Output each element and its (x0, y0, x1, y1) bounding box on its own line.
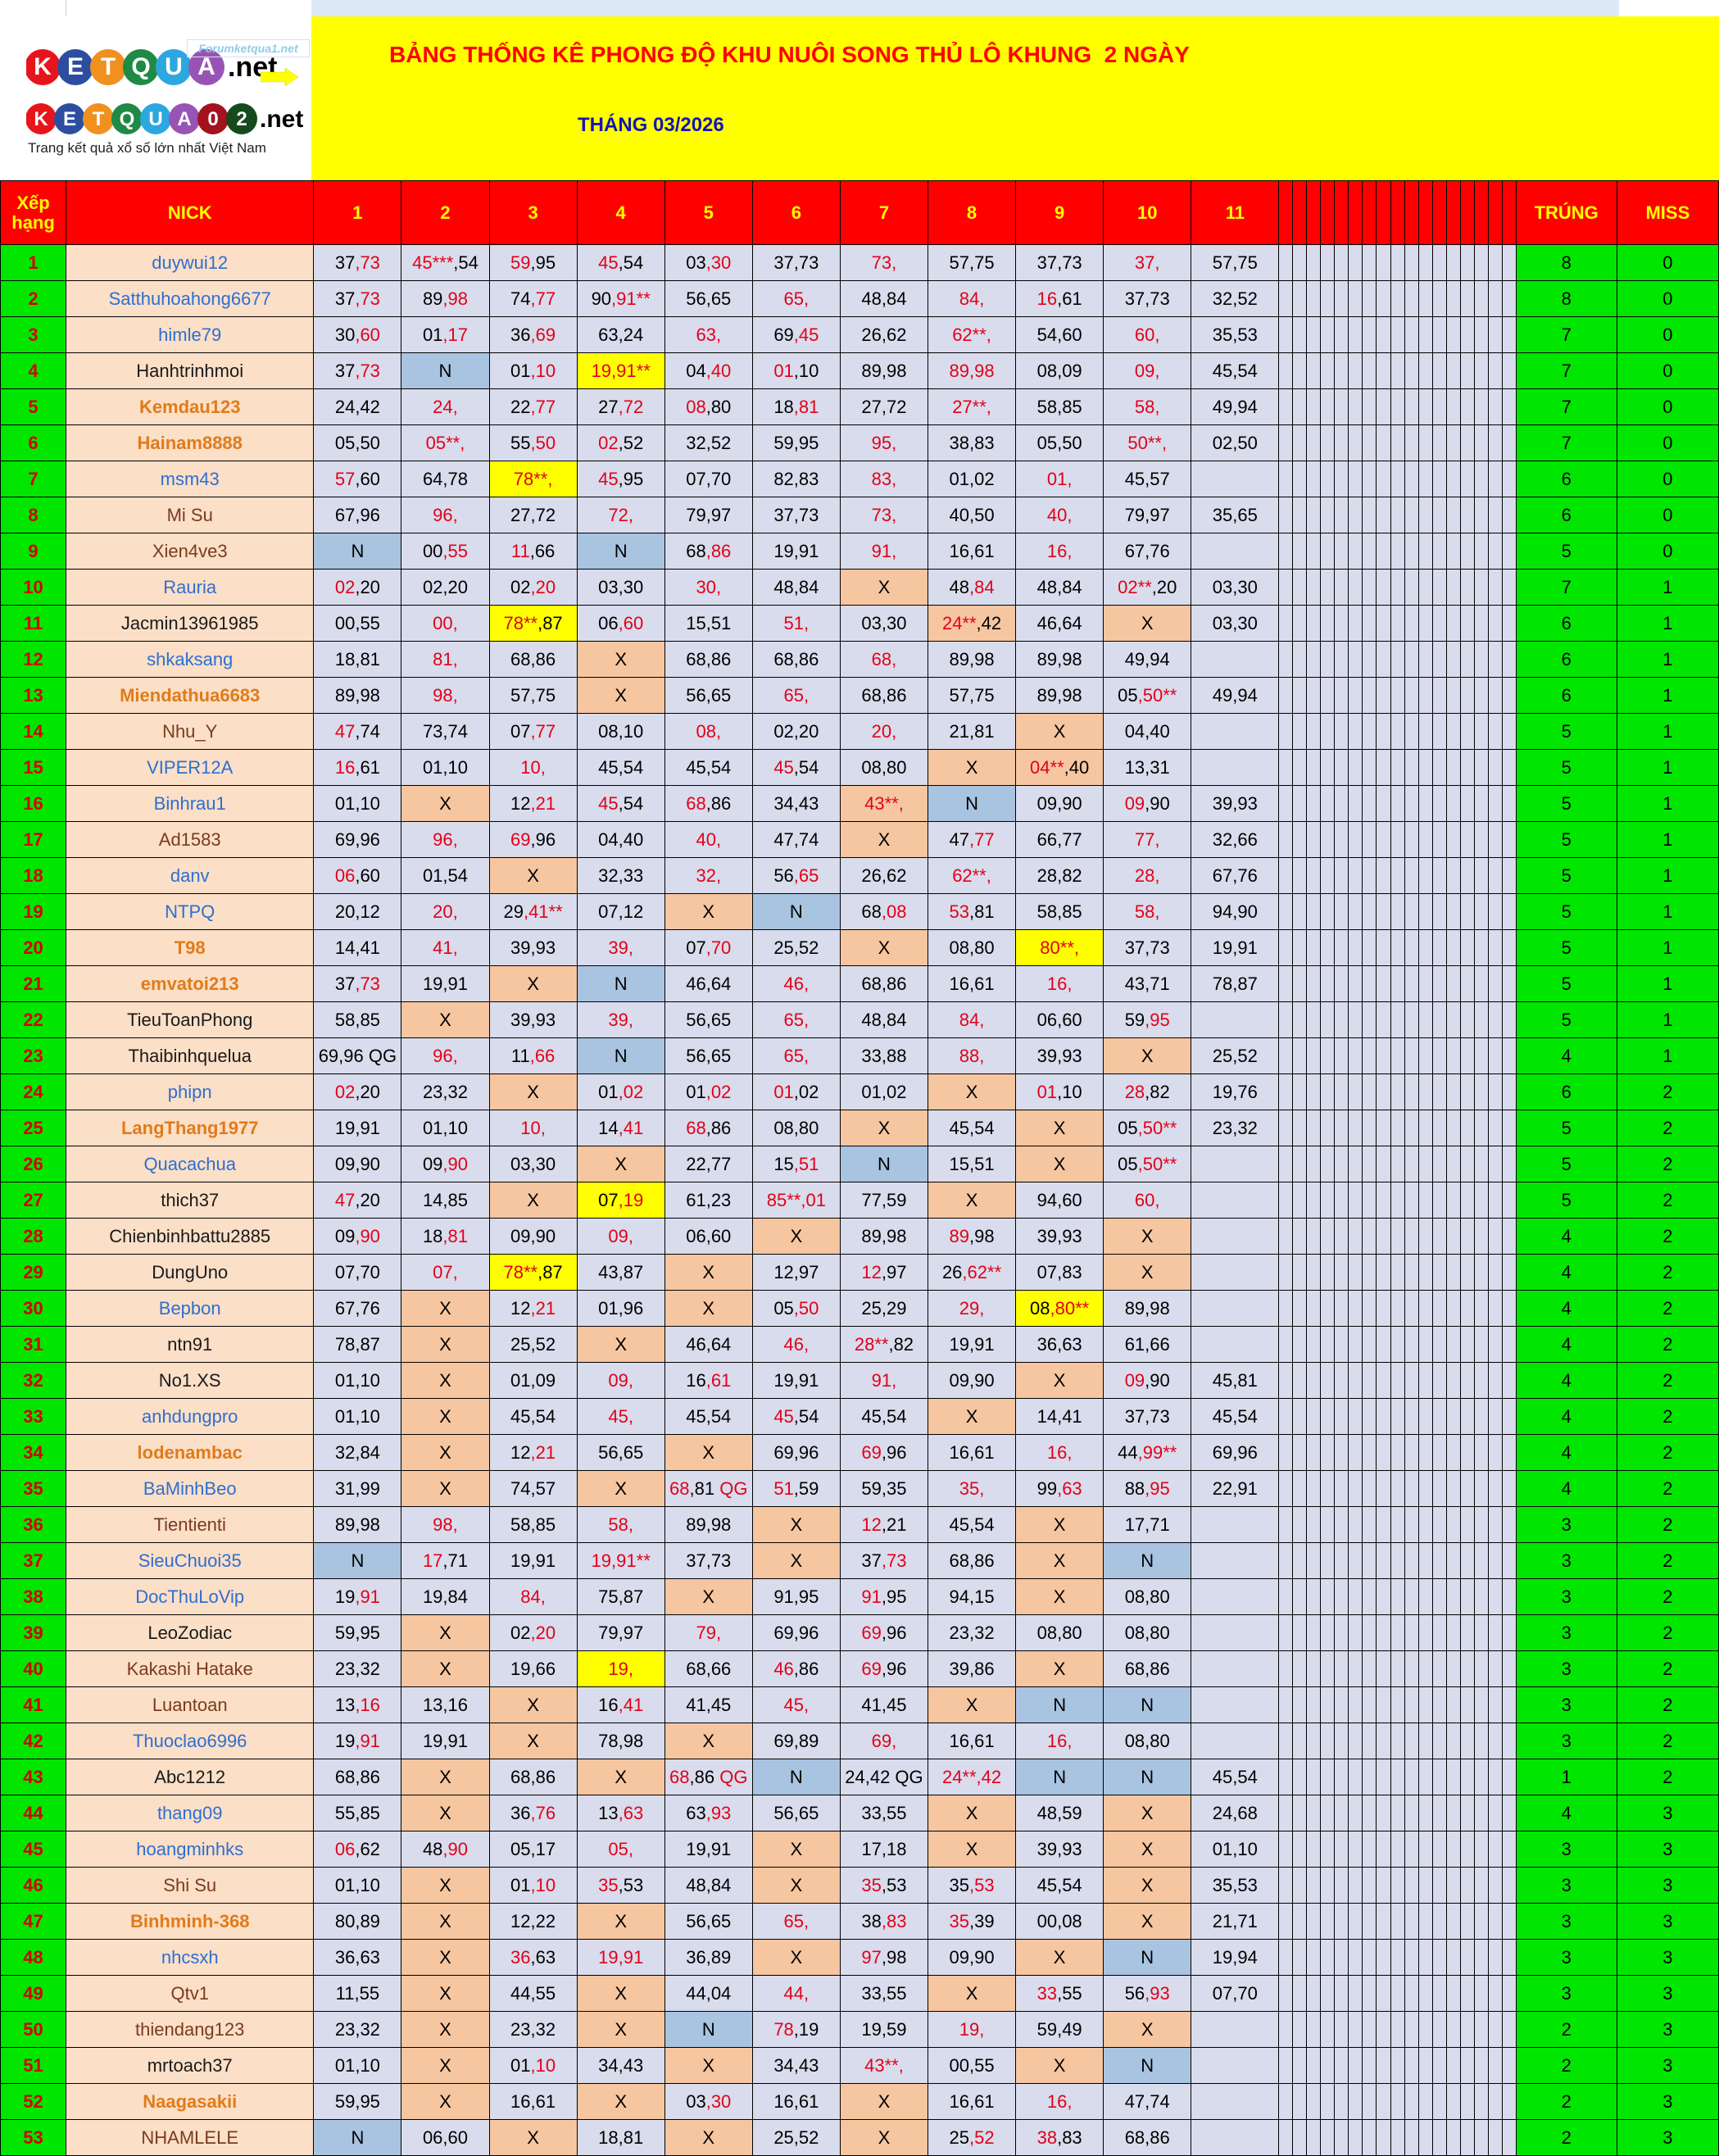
svg-text:U: U (148, 108, 162, 130)
svg-text:U: U (165, 53, 183, 80)
svg-text:.net: .net (260, 106, 303, 133)
svg-text:2: 2 (236, 108, 247, 130)
svg-text:0: 0 (207, 108, 218, 130)
svg-text:E: E (67, 53, 84, 80)
svg-text:Q: Q (120, 108, 135, 130)
svg-text:T: T (93, 108, 105, 130)
svg-text:A: A (177, 108, 191, 130)
svg-text:K: K (34, 53, 52, 80)
svg-text:K: K (34, 108, 48, 130)
svg-text:Q: Q (131, 53, 150, 80)
svg-text:E: E (63, 108, 76, 130)
svg-text:T: T (101, 53, 116, 80)
